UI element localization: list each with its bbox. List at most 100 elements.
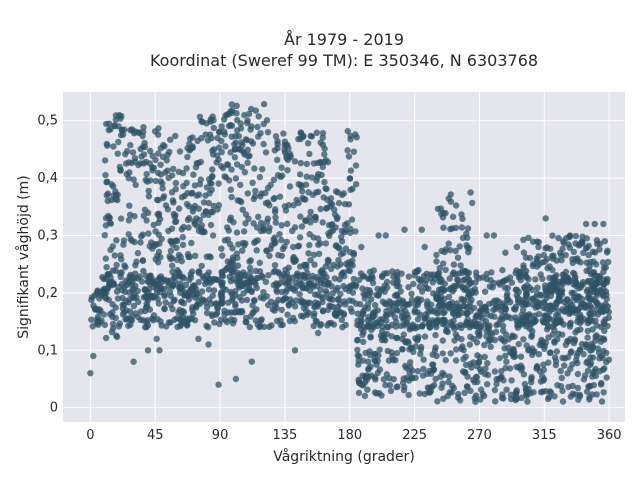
data-point [342, 245, 350, 252]
data-point [125, 175, 132, 182]
data-point [106, 270, 113, 278]
data-point [498, 368, 505, 375]
data-point [94, 314, 102, 321]
data-point [154, 150, 162, 157]
data-point [315, 250, 323, 257]
data-point [529, 262, 537, 270]
data-point [476, 275, 483, 282]
data-point [138, 278, 146, 285]
data-point [272, 214, 279, 221]
data-point [88, 294, 96, 301]
data-point [208, 180, 215, 187]
data-point [481, 341, 488, 349]
data-point [242, 136, 249, 143]
data-point [283, 238, 290, 246]
data-point [573, 296, 580, 304]
data-point [166, 288, 174, 295]
data-point [349, 281, 356, 288]
data-point [469, 199, 476, 207]
data-point [272, 299, 280, 307]
data-point [113, 237, 120, 244]
data-point [291, 303, 299, 310]
data-point [525, 234, 532, 241]
data-point [213, 276, 220, 283]
data-point [433, 251, 440, 259]
data-point [319, 163, 326, 171]
data-point [271, 208, 279, 215]
data-point [418, 323, 426, 330]
data-point [550, 252, 557, 259]
chart-title-line1: År 1979 - 2019 [284, 30, 404, 49]
data-point [314, 329, 322, 337]
data-point [503, 358, 510, 365]
data-point [130, 302, 138, 310]
data-point [387, 387, 395, 395]
data-point [558, 374, 565, 382]
data-point [239, 247, 246, 254]
data-point [520, 336, 527, 343]
data-point [255, 133, 262, 140]
data-point [601, 365, 608, 372]
data-point [150, 221, 157, 229]
data-point [528, 332, 536, 339]
data-point [513, 243, 521, 251]
data-point [493, 380, 500, 388]
data-point [127, 142, 134, 149]
data-point [347, 225, 354, 232]
data-point [207, 300, 215, 307]
data-point [168, 189, 176, 196]
data-point [231, 141, 238, 148]
data-point [428, 301, 435, 308]
data-point [262, 278, 270, 286]
data-point [490, 306, 497, 314]
data-point [566, 277, 573, 284]
data-point [209, 232, 217, 239]
data-point [172, 179, 180, 187]
data-point [270, 281, 277, 289]
data-point [257, 219, 265, 227]
data-point [580, 376, 588, 383]
y-tick-label: 0,1 [37, 343, 58, 358]
data-point [490, 232, 498, 239]
data-point [137, 308, 145, 315]
data-point [255, 113, 262, 120]
data-point [102, 171, 109, 179]
data-point [307, 208, 314, 216]
data-point [551, 354, 559, 361]
data-point [575, 285, 582, 292]
data-point [414, 368, 422, 375]
data-point [115, 323, 123, 330]
data-point [207, 221, 215, 229]
data-point [240, 228, 248, 235]
data-point [296, 171, 304, 178]
data-point [344, 220, 351, 227]
data-point [537, 378, 545, 385]
data-point [539, 338, 547, 345]
data-point [525, 275, 532, 283]
data-point [464, 275, 471, 282]
data-point [250, 220, 257, 227]
data-point [204, 324, 212, 331]
data-point [598, 398, 606, 405]
data-point [89, 323, 96, 330]
data-point [183, 165, 190, 172]
data-point [142, 158, 150, 166]
data-point [308, 133, 316, 140]
y-tick-label: 0,5 [37, 114, 58, 129]
data-point [269, 306, 276, 313]
data-point [574, 384, 582, 392]
data-point [520, 236, 527, 243]
data-point [101, 321, 109, 329]
data-point [322, 240, 330, 247]
data-point [591, 272, 599, 279]
data-point [399, 379, 407, 386]
data-point [179, 241, 187, 249]
data-point [102, 295, 110, 302]
data-point [429, 361, 437, 368]
data-point [157, 178, 164, 185]
data-point [143, 293, 150, 300]
data-point [409, 321, 417, 328]
data-point [200, 211, 207, 219]
data-point [125, 315, 132, 322]
data-point [546, 388, 554, 395]
